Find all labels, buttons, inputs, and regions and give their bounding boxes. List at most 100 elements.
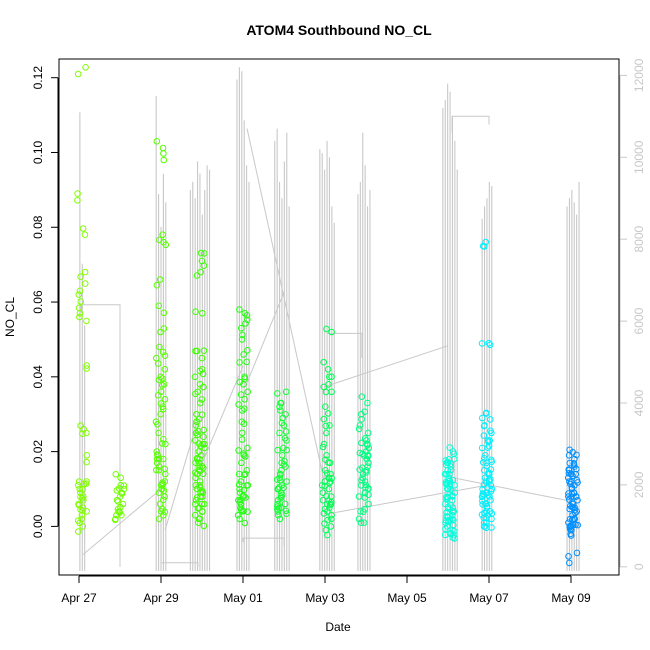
data-point bbox=[160, 496, 167, 504]
data-point bbox=[443, 485, 451, 493]
x-tick-label: May 01 bbox=[223, 591, 263, 605]
data-point bbox=[282, 507, 290, 515]
data-point bbox=[157, 400, 165, 407]
data-point bbox=[83, 429, 90, 437]
data-point bbox=[199, 440, 207, 448]
data-point bbox=[323, 469, 331, 477]
data-point bbox=[326, 422, 333, 429]
data-point bbox=[76, 485, 83, 493]
data-point bbox=[488, 515, 495, 523]
data-point bbox=[478, 340, 486, 347]
data-point bbox=[482, 500, 490, 507]
data-point bbox=[153, 466, 160, 474]
y-tick-label: 0.08 bbox=[31, 215, 45, 239]
data-point bbox=[480, 491, 487, 498]
y-tick-label: 0.12 bbox=[31, 66, 45, 90]
data-point bbox=[480, 422, 488, 430]
y-right-tick-label: 12000 bbox=[632, 58, 646, 92]
data-point bbox=[488, 458, 496, 466]
data-point bbox=[445, 503, 452, 511]
data-point bbox=[324, 366, 332, 373]
data-point bbox=[200, 250, 208, 257]
data-point bbox=[482, 452, 489, 459]
data-point bbox=[155, 467, 163, 474]
data-point bbox=[365, 459, 372, 467]
data-point bbox=[484, 444, 492, 452]
data-point bbox=[565, 553, 572, 560]
data-point bbox=[198, 354, 206, 362]
y-right-tick-label: 4000 bbox=[632, 389, 646, 416]
data-point bbox=[320, 415, 328, 423]
data-point bbox=[574, 521, 582, 529]
data-point bbox=[487, 416, 494, 423]
data-point bbox=[82, 64, 89, 71]
data-point bbox=[78, 511, 86, 519]
x-tick-label: May 03 bbox=[305, 591, 345, 605]
data-point bbox=[83, 508, 90, 515]
data-point bbox=[360, 452, 368, 459]
data-point bbox=[487, 496, 494, 504]
data-point bbox=[282, 428, 290, 435]
data-point bbox=[326, 501, 334, 509]
data-point bbox=[74, 197, 81, 204]
data-point bbox=[283, 478, 290, 485]
data-point bbox=[479, 459, 487, 466]
data-point bbox=[355, 515, 363, 523]
data-point bbox=[274, 446, 282, 454]
data-point bbox=[113, 496, 121, 504]
data-point bbox=[111, 516, 119, 524]
data-point bbox=[328, 373, 335, 381]
data-point bbox=[195, 415, 203, 423]
data-point bbox=[361, 489, 369, 497]
data-point bbox=[481, 243, 488, 250]
data-point bbox=[154, 421, 161, 428]
data-point bbox=[156, 343, 163, 351]
data-point bbox=[276, 403, 283, 411]
data-point bbox=[156, 276, 164, 283]
data-point bbox=[197, 442, 205, 450]
data-point bbox=[195, 459, 203, 467]
data-point bbox=[236, 378, 244, 386]
data-point bbox=[154, 452, 161, 459]
data-point bbox=[240, 351, 247, 358]
data-point bbox=[198, 396, 206, 403]
data-point bbox=[118, 489, 125, 497]
data-point bbox=[320, 358, 328, 366]
data-point bbox=[235, 481, 243, 488]
data-point bbox=[78, 515, 85, 523]
chart-title: ATOM4 Southbound NO_CL bbox=[246, 22, 432, 38]
data-point bbox=[363, 469, 370, 476]
data-point bbox=[320, 440, 328, 448]
data-point bbox=[161, 366, 169, 373]
x-tick-label: Apr 29 bbox=[143, 591, 179, 605]
data-point bbox=[482, 410, 490, 417]
data-point bbox=[235, 447, 242, 454]
data-point bbox=[278, 467, 285, 474]
data-point bbox=[481, 523, 489, 530]
data-point bbox=[447, 460, 455, 467]
data-point bbox=[483, 462, 491, 470]
data-point bbox=[236, 359, 243, 366]
data-point bbox=[161, 493, 168, 500]
data-point bbox=[450, 527, 458, 535]
data-point bbox=[194, 431, 201, 439]
y-tick-label: 0.06 bbox=[31, 290, 45, 314]
data-point bbox=[442, 517, 450, 524]
data-point bbox=[77, 273, 84, 281]
data-point bbox=[359, 470, 367, 478]
data-point bbox=[573, 549, 581, 557]
data-point bbox=[161, 352, 169, 360]
gray-connector bbox=[80, 304, 121, 567]
data-point bbox=[574, 496, 581, 504]
data-point bbox=[200, 433, 207, 441]
data-point bbox=[275, 504, 283, 512]
data-point bbox=[280, 444, 287, 452]
data-point bbox=[244, 316, 251, 324]
data-point bbox=[153, 138, 161, 145]
data-point bbox=[160, 487, 168, 495]
data-point bbox=[324, 508, 331, 515]
data-point bbox=[239, 429, 246, 437]
data-point bbox=[274, 508, 282, 515]
data-point bbox=[155, 515, 163, 523]
